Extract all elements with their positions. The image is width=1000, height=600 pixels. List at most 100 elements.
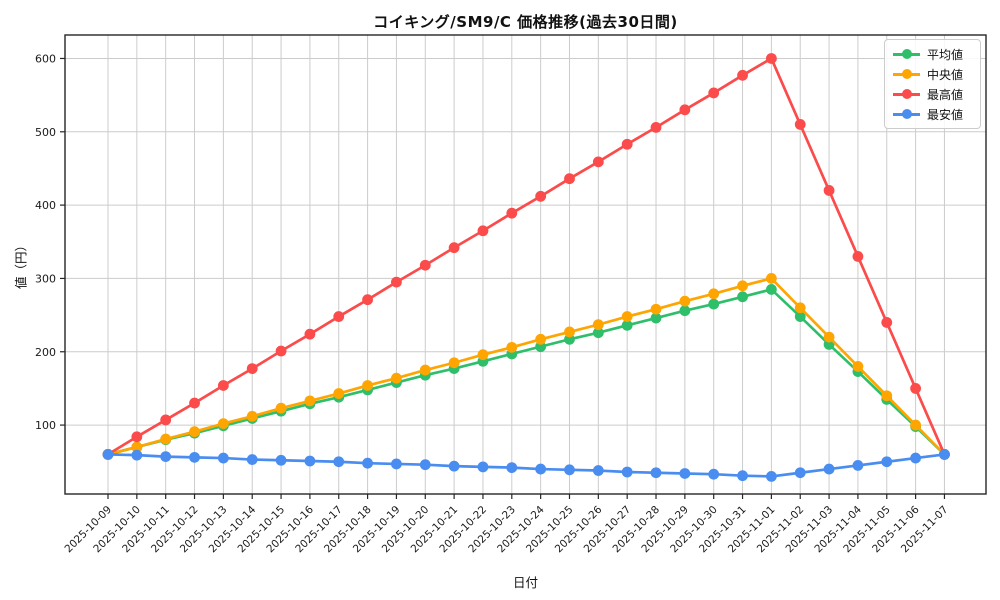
data-point-median [621,311,633,322]
data-point-min [708,468,720,480]
data-point-min [881,456,893,468]
data-point-min [189,451,200,463]
data-point-median [737,280,748,292]
data-point-max [737,69,748,81]
data-point-median [477,349,489,361]
data-point-min [333,456,345,468]
data-point-average [765,284,777,295]
data-point-median [506,341,518,353]
data-point-max [189,397,200,409]
data-point-median [275,402,287,414]
data-point-max [592,156,604,168]
data-point-median [131,441,143,453]
y-tick-label: 300 [35,272,56,285]
data-point-min [852,460,864,471]
data-point-median [160,433,172,445]
data-point-median [217,418,229,430]
legend-item-median: 中央値 [893,67,971,82]
data-point-max [564,173,575,185]
data-point-min [823,463,835,475]
data-point-average [592,327,604,339]
data-point-min [737,470,748,482]
data-point-min [650,467,662,479]
data-point-max [131,431,143,443]
data-point-average [679,305,691,317]
data-point-min [679,468,691,479]
data-point-max [881,317,893,328]
data-point-max [304,328,316,340]
data-point-min [391,458,402,470]
data-point-min [592,465,604,476]
data-point-min [131,449,143,461]
data-point-max [160,414,172,426]
legend-item-min: 最安値 [893,107,971,122]
data-point-min [362,457,373,469]
data-point-max [217,380,229,391]
data-point-min [419,459,431,471]
y-tick-label: 200 [35,346,56,359]
y-tick-label: 500 [35,126,56,139]
legend-label-average: 平均値 [927,47,964,62]
data-point-median [794,302,806,314]
data-point-max [506,207,518,219]
x-axis-label: 日付 [512,575,538,590]
data-point-max [910,383,922,394]
plot-border [64,34,987,495]
data-point-max [391,276,402,288]
data-point-median [708,288,720,300]
data-point-min [448,460,460,472]
chart-title: コイキング/SM9/C 価格推移(過去30日間) [373,13,678,31]
data-point-max [823,185,835,196]
y-axis-label: 値（円） [13,238,29,290]
data-point-min [246,454,258,465]
data-point-median [362,380,373,391]
y-tick-label: 100 [35,419,56,432]
series-line-min [106,453,946,478]
data-point-average [708,298,720,310]
data-point-median [535,333,547,345]
legend-marker-median [893,69,920,79]
data-point-max [333,311,345,322]
legend-label-min: 最安値 [927,107,964,122]
data-point-median [448,357,460,369]
data-point-max [448,242,460,254]
data-point-median [419,364,431,376]
legend-dot-average [901,49,912,59]
legend-label-max: 最高値 [927,87,964,102]
legend-marker-min [893,109,920,119]
chart-legend: 平均値中央値最高値最安値 [884,39,981,129]
data-point-min [621,466,633,478]
data-point-min [910,452,922,464]
data-point-min [160,451,172,463]
data-point-max [362,294,373,306]
data-point-min [477,461,489,473]
data-point-median [881,390,893,402]
legend-dot-median [901,69,912,79]
data-point-min [275,454,287,466]
data-point-median [852,361,864,372]
data-point-min [102,449,114,460]
y-tick-label: 600 [35,52,56,65]
data-point-min [794,467,806,479]
data-point-max [679,104,691,116]
data-point-max [621,138,633,150]
series-line-max [106,57,946,456]
data-point-min [535,463,547,475]
series-line-average [106,288,946,456]
data-point-max [477,225,489,237]
data-point-median [246,410,258,422]
data-point-min [564,464,575,476]
data-point-max [246,363,258,375]
data-point-max [275,345,287,357]
legend-label-median: 中央値 [927,67,964,82]
data-point-average [794,311,806,322]
data-point-max [419,259,431,271]
data-point-average [621,319,633,331]
data-point-average [650,312,662,324]
legend-dot-min [901,109,912,119]
data-point-median [189,426,200,438]
data-point-median [650,303,662,315]
y-tick-label: 400 [35,199,56,212]
